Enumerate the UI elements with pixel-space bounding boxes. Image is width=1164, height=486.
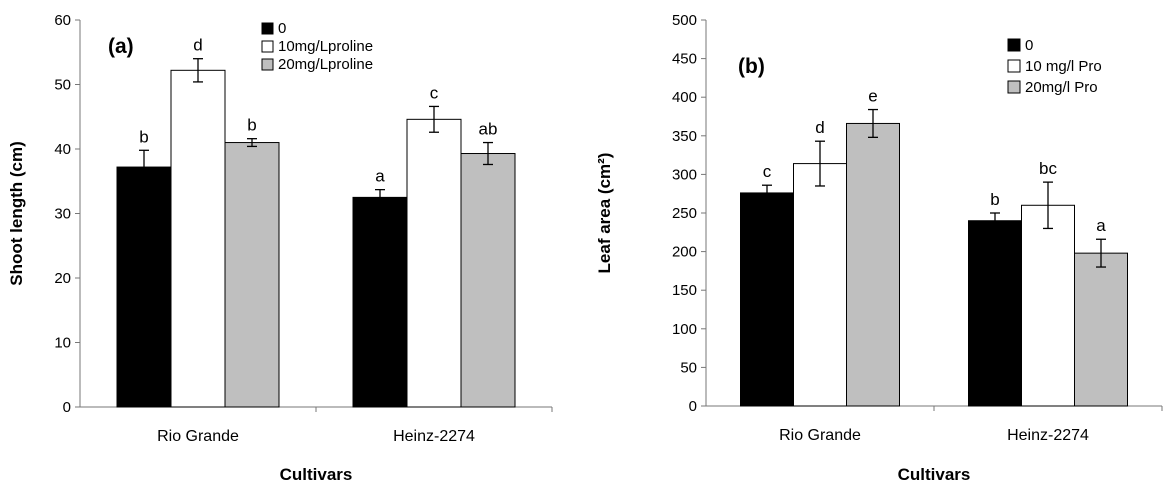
panel-label: (a) (108, 35, 134, 58)
significance-letter: d (815, 118, 824, 137)
y-tick-label: 40 (54, 141, 71, 158)
y-axis-title: Shoot length (cm) (7, 141, 26, 285)
legend-label: 10mg/Lproline (278, 38, 373, 55)
x-axis-title: Cultivars (280, 465, 353, 484)
bar (224, 142, 280, 408)
y-tick-label: 0 (689, 398, 697, 415)
significance-letter: c (763, 162, 772, 181)
legend-swatch (1007, 38, 1021, 52)
y-tick-label: 30 (54, 206, 71, 223)
x-category-label: Heinz-2274 (1007, 427, 1089, 444)
x-category-label: Rio Grande (157, 428, 239, 445)
significance-letter: bc (1039, 159, 1057, 178)
bar (116, 166, 172, 408)
y-tick-label: 10 (54, 335, 71, 352)
significance-letter: a (1096, 216, 1106, 235)
bar (352, 196, 408, 408)
legend-label: 20mg/Lproline (278, 56, 373, 73)
y-tick-label: 500 (672, 12, 697, 29)
legend-swatch (1007, 59, 1021, 73)
y-tick-label: 50 (54, 77, 71, 94)
significance-letter: c (430, 83, 439, 102)
bar (846, 122, 900, 407)
bar (793, 163, 847, 407)
legend-label: 10 mg/l Pro (1025, 58, 1102, 75)
bar (170, 69, 226, 408)
y-tick-label: 20 (54, 270, 71, 287)
y-tick-label: 400 (672, 89, 697, 106)
y-tick-label: 60 (54, 12, 71, 29)
y-tick-label: 50 (680, 359, 697, 376)
legend-label: 20mg/l Pro (1025, 79, 1098, 96)
significance-letter: b (247, 116, 256, 135)
y-tick-label: 150 (672, 282, 697, 299)
chart-shoot-length: 0 10 20 30 40 50 60 Rio Grande b d b Heinz-2274 a c ab… (7, 12, 553, 484)
significance-letter: e (868, 87, 877, 106)
legend-label: 0 (1025, 37, 1033, 54)
y-tick-label: 300 (672, 166, 697, 183)
y-tick-label: 450 (672, 51, 697, 68)
legend-swatch (261, 22, 274, 35)
y-tick-label: 250 (672, 205, 697, 222)
legend-label: 0 (278, 20, 286, 37)
bar (406, 118, 462, 408)
chart-leaf-area: 0 50 100 150 200 250 300 350 400 450 500 Rio Grande… (595, 12, 1163, 484)
significance-letter: ab (479, 120, 498, 139)
legend-swatch (261, 58, 274, 71)
x-category-label: Heinz-2274 (393, 428, 475, 445)
significance-letter: a (375, 167, 385, 186)
bar (1021, 204, 1075, 407)
panel-label: (b) (738, 55, 765, 78)
legend-swatch (1007, 80, 1021, 94)
y-axis-title: Leaf area (cm²) (595, 153, 614, 274)
bar (1074, 252, 1128, 407)
x-axis-title: Cultivars (898, 465, 971, 484)
y-tick-label: 100 (672, 321, 697, 338)
significance-letter: b (139, 127, 148, 146)
bar (460, 153, 516, 408)
x-category-label: Rio Grande (779, 427, 861, 444)
bar (740, 192, 794, 407)
y-tick-label: 200 (672, 244, 697, 261)
y-tick-label: 350 (672, 128, 697, 145)
significance-letter: d (193, 36, 202, 55)
y-tick-label: 0 (63, 399, 71, 416)
bar (968, 220, 1022, 407)
legend-swatch (261, 40, 274, 53)
significance-letter: b (990, 190, 999, 209)
